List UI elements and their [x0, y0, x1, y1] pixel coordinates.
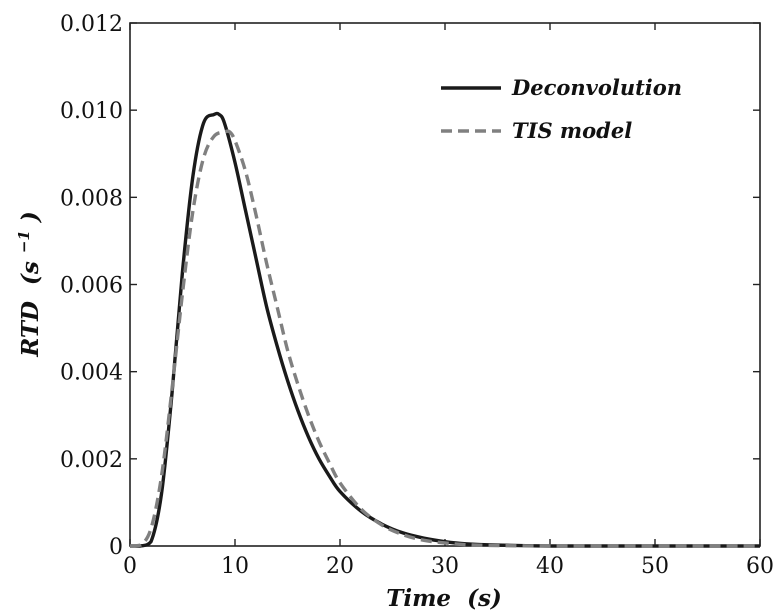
- y-tick-label: 0.010: [60, 99, 123, 124]
- series-layer: [129, 111, 760, 548]
- y-tick-label: 0.004: [60, 361, 123, 386]
- y-tick-label: 0.012: [60, 12, 123, 37]
- x-axis-title: Time (s): [386, 585, 502, 612]
- x-tick-label: 50: [641, 554, 669, 579]
- x-tick-label: 30: [431, 554, 459, 579]
- x-axis-title-main: Time: [386, 585, 451, 612]
- x-tick-label: 0: [123, 554, 137, 579]
- y-axis: 0 0.002 0.004 0.006 0.008 0.010 0.012: [60, 12, 760, 560]
- x-axis-title-unit: (s): [467, 585, 502, 612]
- x-tick-label: 40: [536, 554, 564, 579]
- y-tick-label: 0.008: [60, 186, 123, 211]
- x-tick-label: 60: [746, 554, 774, 579]
- plot-border: [129, 22, 761, 547]
- legend-label-tis-model: TIS model: [512, 118, 632, 143]
- y-tick-label: 0.006: [60, 274, 123, 299]
- y-axis-title-main: RTD: [17, 301, 44, 358]
- series-line-tis-model: [129, 129, 760, 548]
- legend: Deconvolution TIS model: [441, 75, 682, 143]
- y-axis-title: RTD (s −1 ): [8, 211, 44, 358]
- x-axis: 0 10 20 30 40 50 60: [123, 23, 774, 579]
- y-axis-title-unit-close: ): [17, 211, 44, 223]
- legend-label-deconvolution: Deconvolution: [511, 75, 682, 100]
- y-tick-label: 0: [109, 535, 123, 560]
- y-axis-title-unit-open: (s: [17, 261, 44, 285]
- x-tick-label: 20: [326, 554, 354, 579]
- y-axis-title-unit-exp: −1: [15, 230, 33, 253]
- series-line-deconvolution: [130, 111, 760, 548]
- x-tick-label: 10: [221, 554, 249, 579]
- y-tick-label: 0.002: [60, 448, 123, 473]
- plot-frame: [129, 22, 761, 547]
